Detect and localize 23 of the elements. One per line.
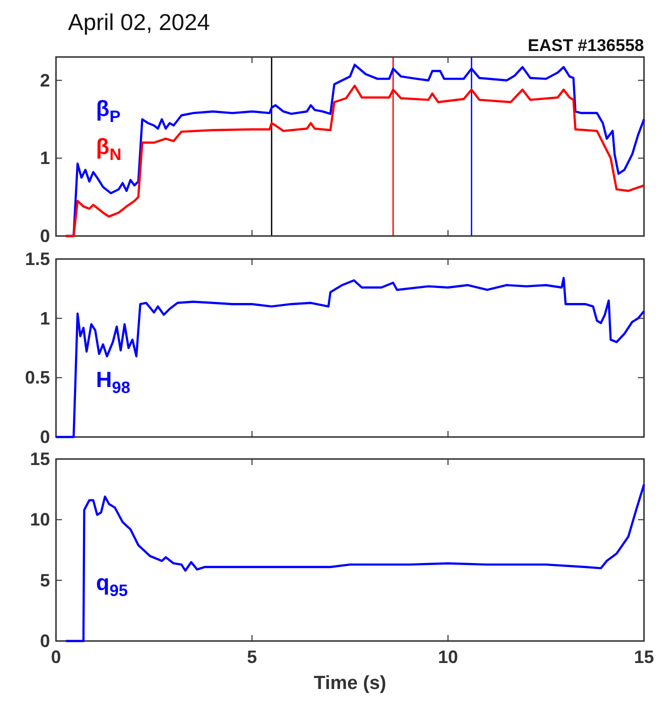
y-tick-label: 1.5 [24, 249, 50, 269]
y-tick-label: 1 [40, 308, 50, 328]
chart-subtitle: EAST #136558 [528, 36, 644, 55]
x-axis-title: Time (s) [314, 673, 386, 694]
x-tick-label: 5 [246, 647, 258, 667]
line-series [54, 276, 646, 438]
y-tick-label: 0 [40, 631, 50, 651]
y-tick-label: 2 [40, 70, 50, 90]
y-tick-label: 15 [30, 449, 50, 469]
y-tick-label: 1 [40, 148, 50, 168]
series-label: β$_{N}$ [96, 134, 122, 164]
x-tick-label: 10 [438, 647, 458, 667]
series-label: β$_{P}$ [96, 96, 120, 126]
chart-title: April 02, 2024 [68, 9, 210, 35]
series-label: H$_{98}$ [96, 367, 130, 398]
series-label: q$_{95}$ [96, 570, 128, 600]
y-tick-label: 10 [30, 510, 50, 530]
y-tick-label: 0 [40, 427, 50, 447]
line-series [64, 483, 646, 642]
y-tick-label: 5 [40, 570, 50, 590]
x-tick-label: 15 [634, 647, 654, 667]
y-tick-label: 0.5 [24, 368, 50, 388]
y-tick-label: 0 [40, 226, 50, 246]
